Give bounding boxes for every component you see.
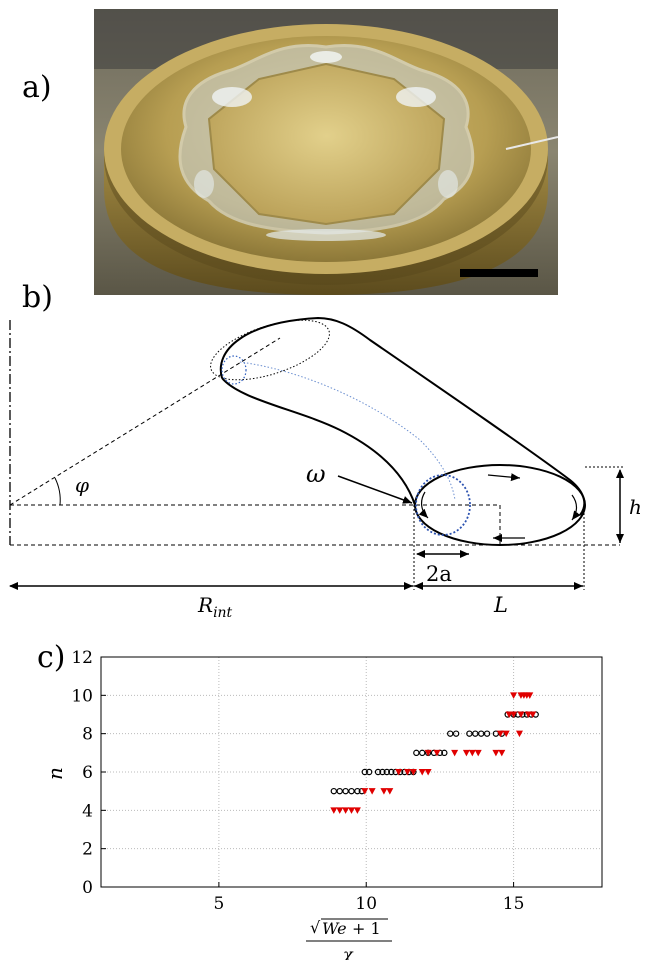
data-point-triangle <box>462 749 470 757</box>
y-tick-label: 0 <box>82 878 93 898</box>
data-point-triangle <box>510 711 518 718</box>
data-point-triangle <box>403 769 411 776</box>
panel-b-label: b) <box>22 280 53 315</box>
data-point-circle <box>441 749 448 757</box>
data-point-triangle <box>529 711 537 718</box>
data-point-triangle <box>380 788 388 795</box>
data-point-circle <box>354 787 361 795</box>
data-point-triangle <box>515 730 523 738</box>
chart-points <box>330 692 539 814</box>
data-point-circle <box>361 768 368 776</box>
y-tick-label: 10 <box>71 686 93 706</box>
x-tick-label: 10 <box>355 894 377 914</box>
data-point-triangle <box>496 730 504 738</box>
data-point-circle <box>477 730 485 737</box>
data-point-triangle <box>510 692 518 699</box>
y-tick-label: 4 <box>82 801 93 821</box>
data-point-circle <box>365 768 373 776</box>
panel-a-label: a) <box>22 70 52 105</box>
data-point-triangle <box>468 749 476 757</box>
data-point-triangle <box>368 788 376 795</box>
photograph-brass-dish <box>94 9 558 295</box>
y-tick-label: 2 <box>82 840 93 860</box>
data-point-circle <box>472 730 479 737</box>
data-point-triangle <box>361 788 369 795</box>
data-point-circle <box>413 749 420 757</box>
data-point-triangle <box>451 749 459 757</box>
chart-grid <box>101 657 602 887</box>
data-point-triangle <box>526 692 534 699</box>
chart-ticks: 5 10 15 0 2 4 6 8 10 12 <box>71 648 524 914</box>
svg-text:χ: χ <box>342 945 354 960</box>
data-point-triangle <box>348 807 355 814</box>
data-point-triangle <box>524 711 532 718</box>
data-point-circle <box>330 787 338 795</box>
y-axis-label: n <box>43 767 67 780</box>
data-point-triangle <box>395 769 403 776</box>
data-point-triangle <box>424 749 432 757</box>
data-point-circle <box>383 768 391 776</box>
y-tick-label: 6 <box>82 763 93 783</box>
panel-c-label: c) <box>37 640 66 675</box>
data-point-triangle <box>505 711 513 718</box>
data-point-triangle <box>498 749 506 757</box>
omega-label: ω <box>306 460 326 488</box>
data-point-triangle <box>433 749 441 757</box>
data-point-circle <box>388 768 395 776</box>
data-point-triangle <box>342 807 350 814</box>
phi-label: φ <box>75 473 89 497</box>
x-axis-label: √ We + 1 χ <box>306 918 392 960</box>
l-label: L <box>493 593 508 617</box>
data-point-triangle <box>330 807 338 814</box>
data-point-circle <box>466 730 473 737</box>
r-int-subscript: int <box>213 605 232 621</box>
data-point-triangle <box>336 807 344 814</box>
y-tick-label: 8 <box>82 725 93 745</box>
data-point-triangle <box>474 749 482 757</box>
h-label: h <box>629 495 642 519</box>
data-point-triangle <box>353 807 361 814</box>
svg-text:+ 1: + 1 <box>352 919 381 938</box>
data-point-triangle <box>492 749 500 757</box>
scale-bar <box>460 269 538 277</box>
data-point-circle <box>483 730 491 737</box>
svg-text:√: √ <box>310 918 321 937</box>
svg-text:We: We <box>322 919 347 938</box>
x-tick-label: 5 <box>213 894 224 914</box>
data-point-triangle <box>386 788 394 795</box>
data-point-circle <box>447 730 454 737</box>
data-point-circle <box>374 768 382 776</box>
x-tick-label: 15 <box>503 894 525 914</box>
data-point-triangle <box>409 769 417 776</box>
data-point-circle <box>348 787 355 795</box>
data-point-triangle <box>517 711 525 718</box>
data-point-triangle <box>418 769 426 776</box>
data-point-circle <box>452 730 460 737</box>
data-point-triangle <box>502 730 510 738</box>
scatter-chart: 5 10 15 0 2 4 6 8 10 12 n √ We + 1 χ <box>43 648 603 960</box>
svg-text:Rint: Rint <box>197 593 233 621</box>
r-int-label: R <box>197 593 213 617</box>
y-tick-label: 12 <box>71 648 93 668</box>
data-point-circle <box>342 787 349 795</box>
data-point-triangle <box>424 769 432 776</box>
data-point-circle <box>336 787 343 795</box>
data-point-circle <box>419 749 426 757</box>
data-point-circle <box>379 768 386 776</box>
schematic-diagram: φ ω h 2a Rint L <box>9 316 642 621</box>
two-a-label: 2a <box>426 562 452 586</box>
